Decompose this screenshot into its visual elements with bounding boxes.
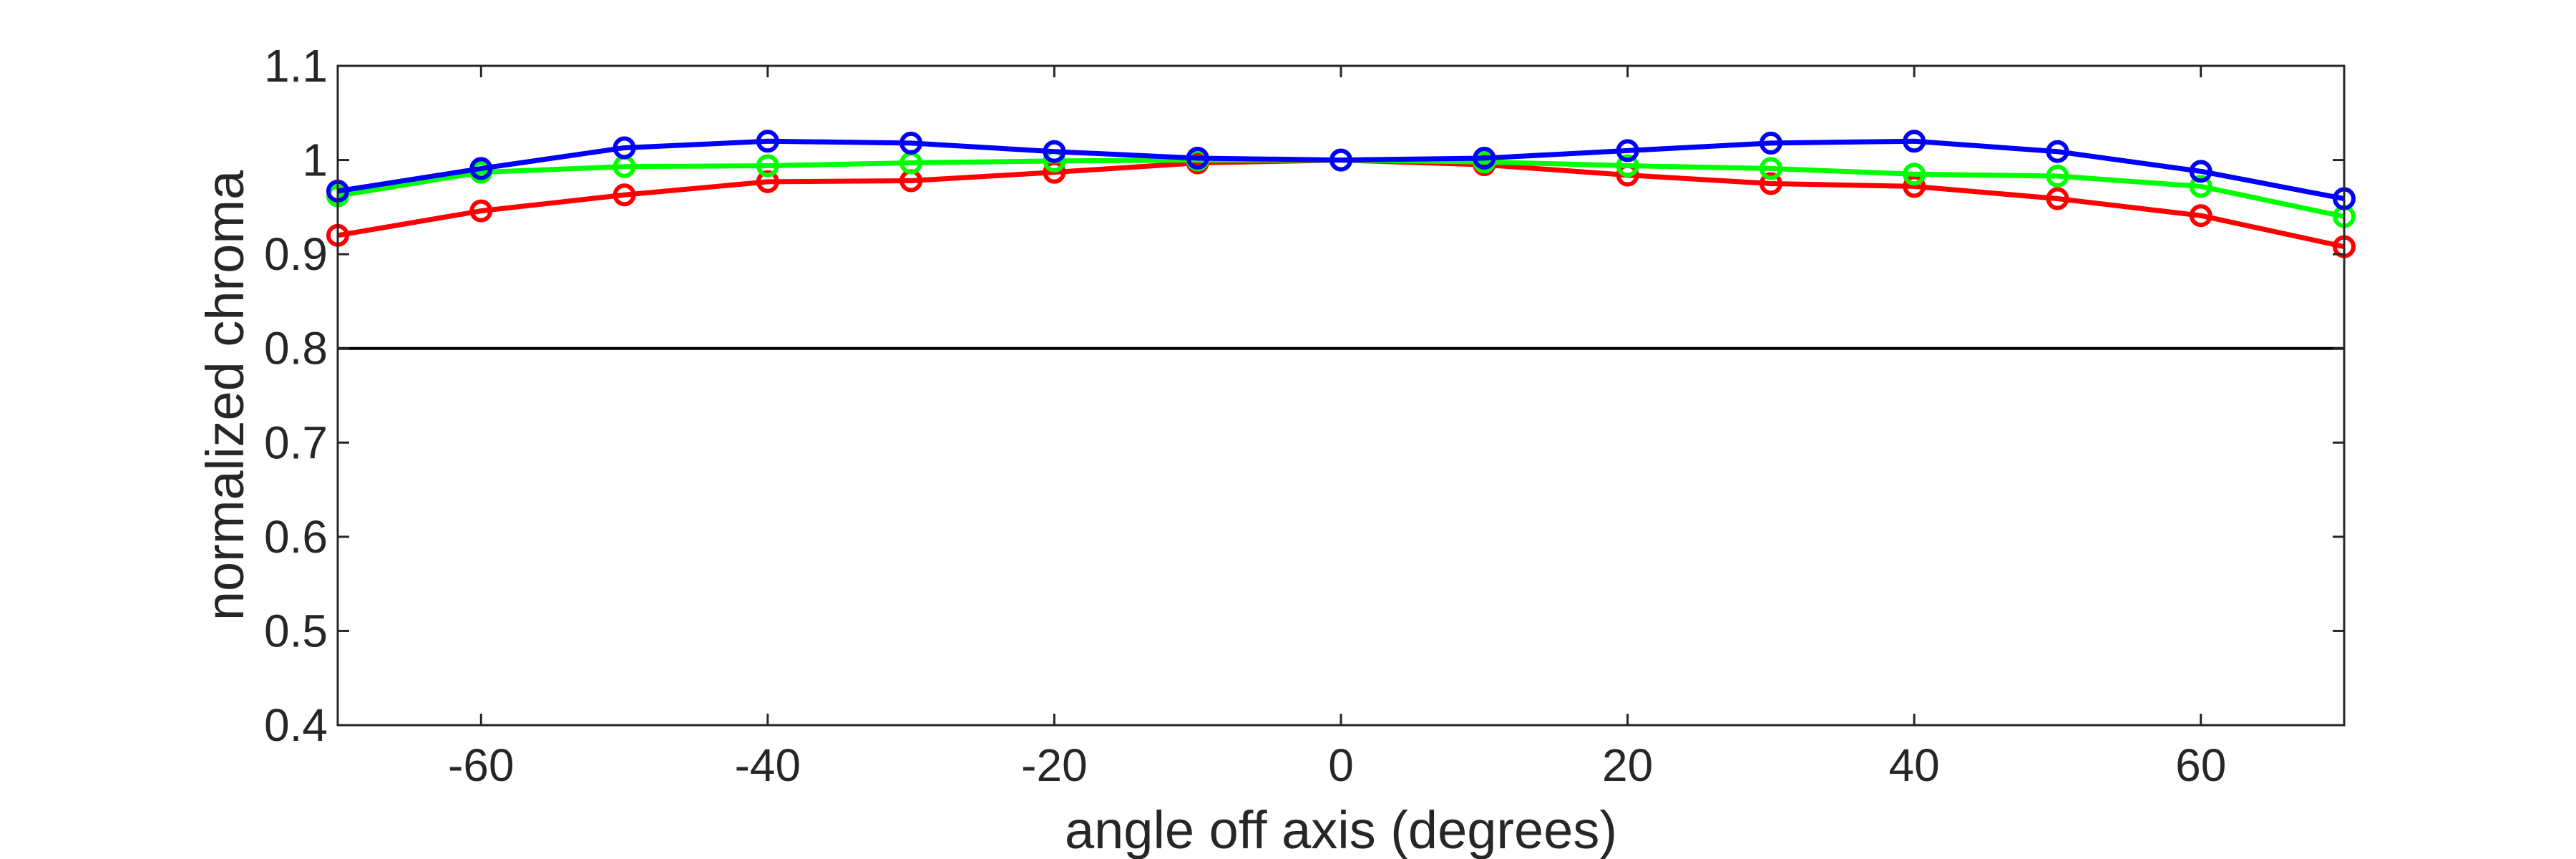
data-point — [2046, 140, 2069, 163]
y-tick-label: 0.8 — [264, 323, 328, 374]
x-tick-label: 60 — [2175, 739, 2226, 791]
data-point — [756, 130, 779, 153]
y-tick-label: 0.6 — [264, 511, 328, 563]
x-tick-label: 0 — [1328, 739, 1354, 791]
y-tick-label: 0.9 — [264, 228, 328, 280]
series-group — [326, 130, 2356, 258]
data-point — [2189, 175, 2212, 198]
data-point — [756, 154, 779, 178]
data-point — [1903, 175, 1926, 198]
data-point — [613, 183, 636, 207]
x-tick-label: -40 — [735, 739, 801, 791]
data-point — [1473, 146, 1496, 170]
data-point — [1043, 140, 1066, 163]
data-point — [2046, 164, 2069, 188]
x-tick-label: 20 — [1602, 739, 1653, 791]
y-axis-label: normalized chroma — [195, 170, 255, 621]
data-point — [1616, 154, 1639, 178]
data-point — [1759, 157, 1782, 180]
y-tick-label: 0.4 — [264, 699, 328, 751]
ticks-group: -60 -40 -20 0 20 40 60 0.4 0.5 0.6 0.7 0.8 0.9 1 1.1 — [264, 40, 2344, 791]
data-point — [1616, 139, 1639, 162]
y-tick-label: 0.5 — [264, 605, 328, 656]
data-point — [2189, 204, 2212, 228]
data-point — [1330, 148, 1352, 172]
axes-frame — [336, 64, 2346, 727]
data-point — [2046, 187, 2069, 210]
data-point — [1759, 131, 1782, 155]
x-axis-label: angle off axis (degrees) — [1065, 800, 1617, 859]
data-point — [899, 131, 923, 155]
data-point — [469, 157, 493, 180]
data-point — [1759, 172, 1782, 195]
data-point — [613, 136, 636, 160]
data-point — [1903, 130, 1926, 153]
data-point — [1903, 162, 1926, 186]
x-tick-label: -60 — [448, 739, 514, 791]
y-tick-label: 1.1 — [264, 40, 328, 92]
data-point — [469, 199, 493, 223]
y-tick-label: 1 — [302, 135, 328, 186]
series-line — [337, 138, 2345, 201]
x-tick-label: 40 — [1889, 739, 1940, 791]
data-point — [2189, 160, 2212, 183]
data-point — [756, 170, 779, 193]
data-point — [1186, 146, 1209, 170]
x-tick-label: -20 — [1021, 739, 1088, 791]
y-tick-label: 0.7 — [264, 417, 328, 468]
